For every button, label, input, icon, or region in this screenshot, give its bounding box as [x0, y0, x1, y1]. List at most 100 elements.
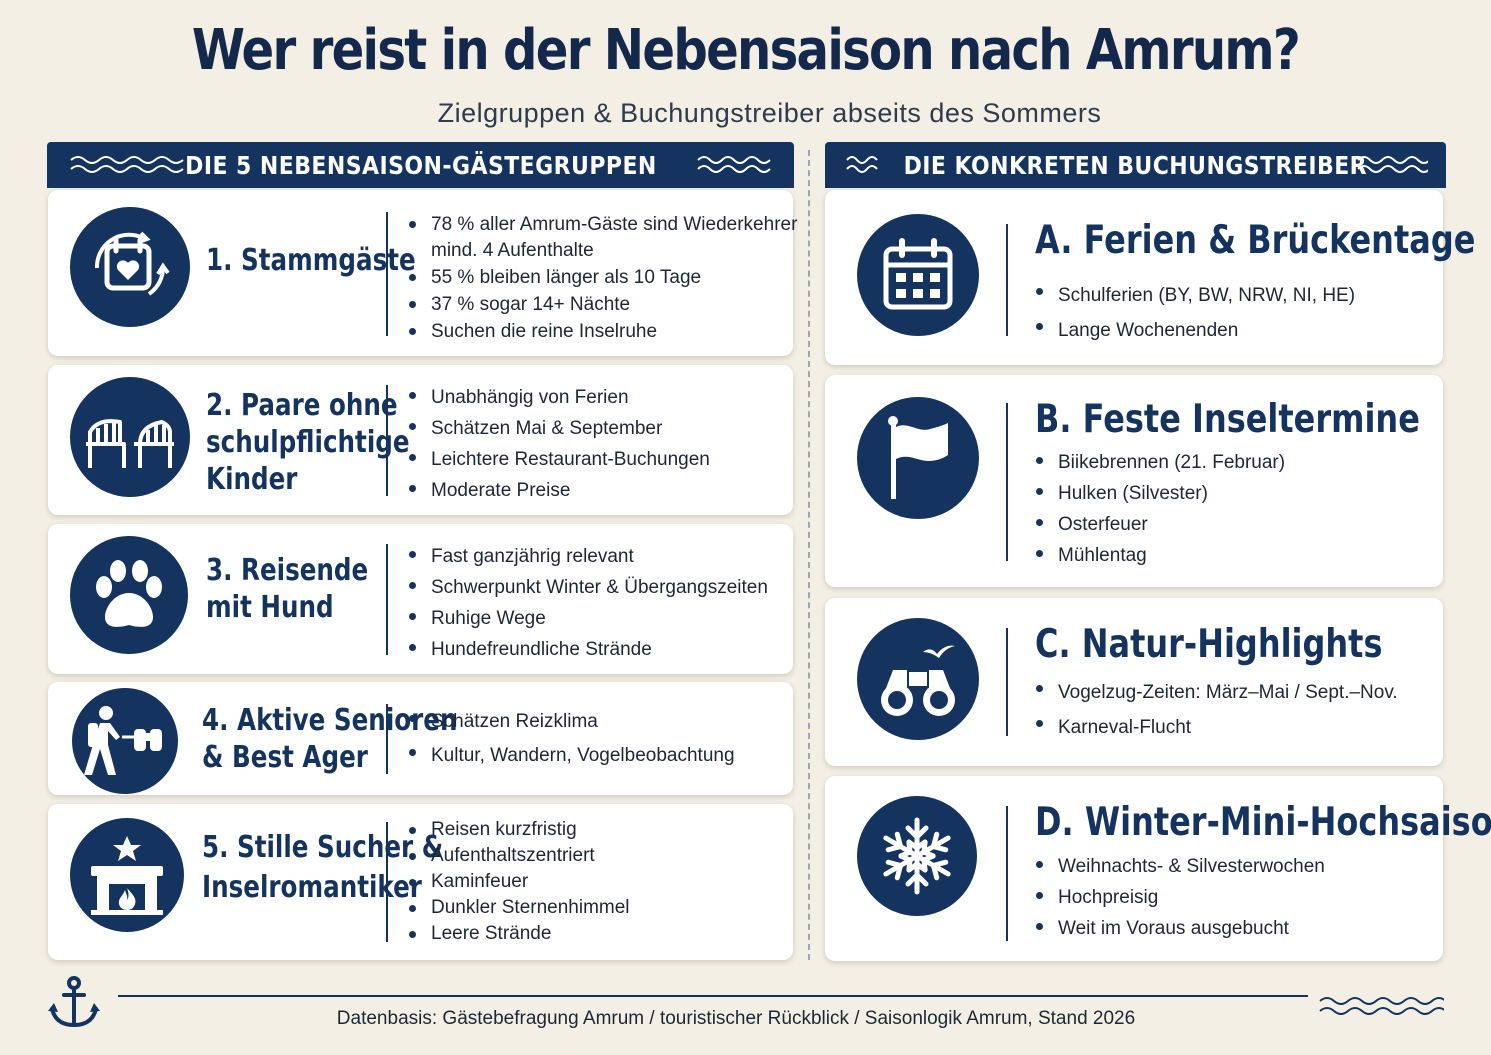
driver-icon-circle: [857, 214, 979, 336]
wave-icon: [846, 156, 878, 173]
wave-icon: [697, 156, 771, 173]
driver-icon-circle: [857, 796, 977, 916]
driver-title: C. Natur-Highlights: [1035, 622, 1383, 667]
driver-bullets: Schulferien (BY, BW, NRW, NI, HE) Lange …: [1033, 278, 1355, 348]
group-title-line: schulpflichtige: [206, 425, 410, 460]
group-card-3: 3. Reisende mit Hund Fast ganzjährig rel…: [48, 524, 793, 674]
wave-icon: [1357, 156, 1428, 173]
separator-line: [1006, 628, 1008, 736]
bullet-item: Leere Strände: [406, 921, 630, 947]
driver-card-a: A. Ferien & Brückentage Schulferien (BY,…: [825, 190, 1475, 365]
snowflake-icon: [883, 817, 951, 895]
separator-line: [386, 822, 388, 942]
right-header-text: DIE KONKRETEN BUCHUNGSTREIBER: [903, 150, 1368, 180]
bullet-item: Aufenthaltszentriert: [406, 843, 630, 869]
group-icon-circle: [72, 688, 178, 794]
driver-card-c: C. Natur-Highlights Vogelzug-Zeiten: Mär…: [825, 598, 1443, 766]
separator-line: [386, 385, 388, 496]
bullet-item: Leichtere Restaurant-Buchungen: [406, 444, 710, 475]
group-bullets: Reisen kurzfristig Aufenthaltszentriert …: [406, 817, 630, 947]
group-icon-circle: [70, 536, 188, 654]
left-section-header: DIE 5 NEBENSAISON-GÄSTEGRUPPEN: [47, 142, 794, 188]
group-title-line: 1. Stammgäste: [206, 243, 416, 278]
page-subtitle: Zielgruppen & Buchungstreiber abseits de…: [437, 98, 1102, 128]
group-icon-circle: [70, 377, 190, 497]
group-title: 2. Paare ohne schulpflichtige Kinder: [206, 387, 410, 498]
bullet-item: Weihnachts- & Silvesterwochen: [1033, 851, 1325, 882]
driver-bullets: Biikebrennen (21. Februar) Hulken (Silve…: [1033, 447, 1285, 571]
group-bullets: Unabhängig von Ferien Schätzen Mai & Sep…: [406, 382, 710, 506]
group-card-4: 4. Aktive Senioren & Best Ager Schätzen …: [48, 682, 793, 795]
group-title-line: 3. Reisende: [206, 553, 369, 588]
bullet-item: Kultur, Wandern, Vogelbeobachtung: [406, 739, 735, 773]
separator-line: [1006, 403, 1008, 561]
bullet-item: Schulferien (BY, BW, NRW, NI, HE): [1033, 278, 1355, 313]
driver-bullets: Vogelzug-Zeiten: März–Mai / Sept.–Nov. K…: [1033, 675, 1398, 745]
separator-line: [386, 704, 388, 774]
bullet-item: Suchen die reine Inselruhe: [406, 318, 797, 345]
left-header-text: DIE 5 NEBENSAISON-GÄSTEGRUPPEN: [184, 150, 657, 180]
bullet-item: Moderate Preise: [406, 475, 710, 506]
group-icon-circle: [70, 818, 184, 932]
group-title-line: mit Hund: [206, 590, 334, 625]
column-divider: [808, 150, 810, 960]
group-icon-circle: [70, 207, 190, 327]
bullet-item: Hochpreisig: [1033, 882, 1325, 913]
group-title-line: & Best Ager: [202, 740, 368, 775]
driver-title: D. Winter-Mini-Hochsaison: [1035, 800, 1491, 845]
group-card-1: 1. Stammgäste 78 % aller Amrum-Gäste sin…: [48, 190, 797, 356]
separator-line: [386, 212, 388, 336]
page-title: Wer reist in der Nebensaison nach Amrum?: [191, 18, 1301, 83]
group-card-2: 2. Paare ohne schulpflichtige Kinder Una…: [48, 365, 793, 515]
flag-icon: [888, 416, 948, 499]
bullet-item: Osterfeuer: [1033, 509, 1285, 540]
group-title-line: 2. Paare ohne: [206, 388, 398, 423]
bullet-item: Schätzen Mai & September: [406, 413, 710, 444]
bullet-item: 37 % sogar 14+ Nächte: [406, 291, 797, 318]
driver-bullets: Weihnachts- & Silvesterwochen Hochpreisi…: [1033, 851, 1325, 944]
calendar-heart-icon: [94, 231, 170, 296]
bullet-item: Weit im Voraus ausgebucht: [1033, 913, 1325, 944]
separator-line: [1006, 224, 1008, 336]
fireplace-star-icon: [91, 836, 163, 915]
bullet-item: Lange Wochenenden: [1033, 313, 1355, 348]
calendar-icon: [883, 238, 953, 310]
wave-icon: [70, 156, 184, 173]
footer-rule: [118, 995, 1308, 997]
group-title: 3. Reisende mit Hund: [206, 552, 368, 626]
binoculars-bird-icon: [881, 645, 955, 716]
beach-chairs-icon: [86, 419, 174, 468]
driver-card-b: B. Feste Inseltermine Biikebrennen (21. …: [825, 375, 1443, 587]
bullet-item: Schätzen Reizklima: [406, 705, 735, 739]
separator-line: [1006, 806, 1008, 941]
bullet-item: Karneval-Flucht: [1033, 710, 1398, 745]
right-section-header: DIE KONKRETEN BUCHUNGSTREIBER: [825, 142, 1446, 188]
group-bullets: Schätzen Reizklima Kultur, Wandern, Voge…: [406, 705, 735, 773]
hiker-binoculars-icon: [84, 706, 162, 775]
group-title-line: 5. Stille Sucher &: [202, 830, 444, 865]
bullet-item: Unabhängig von Ferien: [406, 382, 710, 413]
group-title-line: Kinder: [206, 462, 298, 497]
bullet-item: Ruhige Wege: [406, 603, 768, 634]
wave-icon: [1319, 997, 1444, 1015]
bullet-item: Kaminfeuer: [406, 869, 630, 895]
group-card-5: 5. Stille Sucher & Inselromantiker Reise…: [48, 804, 793, 960]
driver-title: B. Feste Inseltermine: [1035, 397, 1420, 442]
driver-icon-circle: [857, 397, 979, 519]
driver-card-d: D. Winter-Mini-Hochsaison Weihnachts- & …: [825, 776, 1491, 961]
bullet-item: Biikebrennen (21. Februar): [1033, 447, 1285, 478]
bullet-item: Schwerpunkt Winter & Übergangszeiten: [406, 572, 768, 603]
group-title-line: Inselromantiker: [202, 870, 422, 905]
bullet-item: Mühlentag: [1033, 540, 1285, 571]
group-title: 1. Stammgäste: [206, 242, 416, 279]
driver-title: A. Ferien & Brückentage: [1035, 218, 1476, 263]
separator-line: [386, 544, 388, 655]
bullet-item: Hundefreundliche Strände: [406, 634, 768, 665]
bullet-item: Fast ganzjährig relevant: [406, 541, 768, 572]
group-title: 4. Aktive Senioren & Best Ager: [202, 702, 457, 776]
footer-source: Datenbasis: Gästebefragung Amrum / touri…: [336, 1008, 1136, 1029]
driver-icon-circle: [857, 618, 979, 740]
bullet-item: Hulken (Silvester): [1033, 478, 1285, 509]
anchor-icon: [48, 976, 100, 1028]
bullet-item: 55 % bleiben länger als 10 Tage: [406, 264, 797, 291]
